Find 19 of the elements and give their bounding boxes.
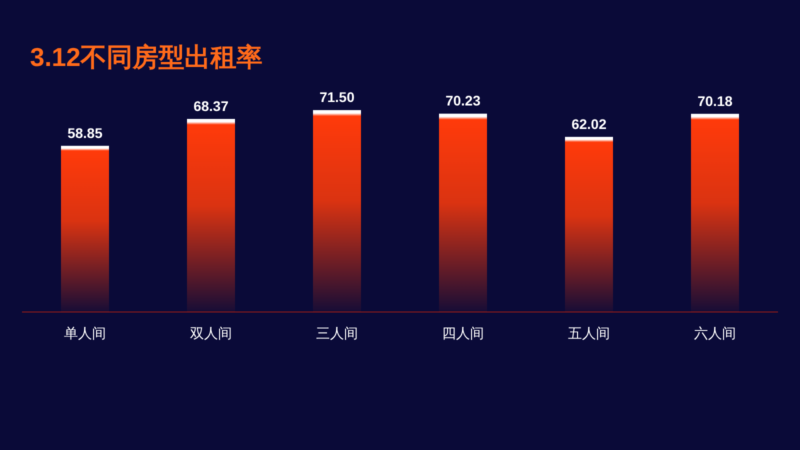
x-tick-label: 五人间 (568, 326, 610, 342)
data-label: 71.50 (319, 89, 355, 106)
bar (565, 136, 613, 312)
bar (439, 114, 487, 312)
x-tick-label: 双人间 (190, 326, 232, 342)
x-tick-label: 六人间 (694, 326, 736, 342)
chart-title: 3.12不同房型出租率 (30, 42, 263, 72)
data-label: 58.85 (67, 124, 103, 141)
bar (691, 114, 739, 312)
data-label: 68.37 (193, 98, 229, 114)
data-label: 70.18 (697, 92, 733, 109)
data-label: 62.02 (571, 116, 607, 132)
bar (313, 110, 361, 312)
x-tick-label: 四人间 (442, 326, 484, 342)
x-tick-label: 三人间 (316, 326, 358, 342)
bar (61, 146, 109, 312)
data-label: 70.23 (445, 92, 481, 109)
x-tick-label: 单人间 (64, 326, 106, 342)
bar (187, 118, 235, 312)
